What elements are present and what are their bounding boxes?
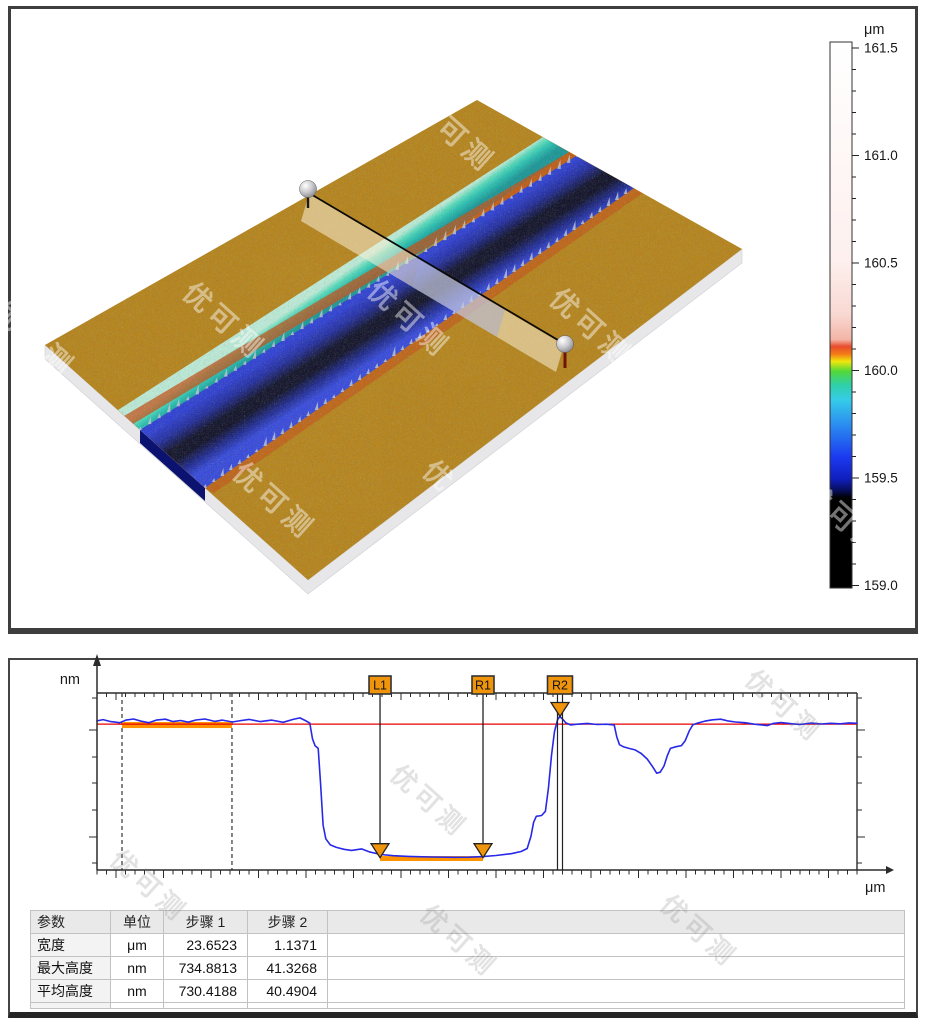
filler-cell [327,933,905,957]
unit-cell: nm [110,956,164,980]
step1-value-cell: 734.8813 [163,956,248,980]
col-header-parameter: 参数 [30,910,111,934]
param-name-cell: 平均高度 [30,979,111,1003]
table-header-row: 参数 单位 步骤 1 步骤 2 [30,910,905,934]
table-stub-row [30,1002,905,1009]
measurements-table: 参数 单位 步骤 1 步骤 2 宽度 μm 23.6523 1.1371 最大高… [30,910,905,1009]
step2-value-cell: 1.1371 [247,933,328,957]
table-row: 宽度 μm 23.6523 1.1371 [30,933,905,957]
step1-value-cell: 730.4188 [163,979,248,1003]
col-header-filler [327,910,905,934]
col-header-step2: 步骤 2 [247,910,328,934]
col-header-unit: 单位 [110,910,164,934]
table-row: 最大高度 nm 734.8813 41.3268 [30,956,905,980]
filler-cell [327,979,905,1003]
step1-value-cell: 23.6523 [163,933,248,957]
surface-view-panel [8,6,918,634]
step2-value-cell: 40.4904 [247,979,328,1003]
unit-cell: nm [110,979,164,1003]
param-name-cell: 宽度 [30,933,111,957]
filler-cell [327,956,905,980]
table-row: 平均高度 nm 730.4188 40.4904 [30,979,905,1003]
step2-value-cell: 41.3268 [247,956,328,980]
param-name-cell: 最大高度 [30,956,111,980]
unit-cell: μm [110,933,164,957]
col-header-step1: 步骤 1 [163,910,248,934]
